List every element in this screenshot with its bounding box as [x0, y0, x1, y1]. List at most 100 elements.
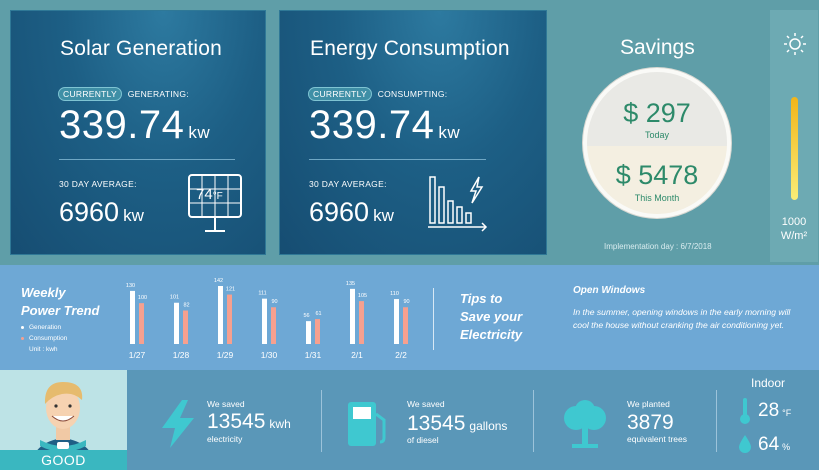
consumpting-label: CONSUMPTING:: [377, 89, 448, 99]
trend-date-label: 1/30: [261, 350, 278, 360]
trend-value-label: 101: [170, 295, 179, 301]
trend-bar-consumption: [315, 319, 320, 344]
legend-generation: Generation: [21, 324, 61, 331]
weekly-trend-title: Weekly Power Trend: [21, 285, 100, 318]
solar-current-value: 339.74: [59, 103, 185, 147]
indoor-humidity: 64: [758, 434, 780, 455]
divider: [59, 159, 235, 160]
impact-band: [0, 370, 819, 470]
trend-bar-consumption: [139, 303, 144, 344]
stat-diesel-sub: of diesel: [407, 435, 439, 445]
trend-date-label: 2/1: [351, 350, 363, 360]
thermometer-icon: [740, 398, 750, 424]
trend-date-label: 1/29: [217, 350, 234, 360]
trend-bar-generation: [394, 299, 399, 344]
solar-panel-icon: [188, 174, 242, 232]
divider: [716, 390, 717, 452]
stat-electricity-label: We saved: [207, 399, 245, 409]
fuel-pump-icon: [348, 402, 386, 446]
divider: [433, 288, 434, 350]
indoor-humidity-unit: %: [782, 442, 791, 452]
trend-bar-consumption: [271, 307, 276, 344]
trend-bar-generation: [130, 290, 135, 344]
trend-value-label: 111: [258, 291, 266, 297]
indoor-temperature: 28: [758, 400, 780, 421]
trend-value-label: 105: [358, 293, 367, 299]
stat-trees-value: 3879: [627, 411, 674, 434]
legend-consumption-dot: [21, 336, 24, 340]
trend-value-label: 142: [214, 278, 223, 284]
trend-bar-consumption: [183, 310, 188, 344]
stat-diesel-value: 13545: [407, 412, 466, 435]
stat-diesel-unit: gallons: [469, 419, 508, 433]
stat-trees-label: We planted: [627, 399, 670, 409]
trend-value-label: 90: [403, 299, 409, 305]
trend-value-label: 61: [315, 311, 321, 317]
consumption-avg-unit: kw: [373, 206, 394, 225]
solar-generation-panel: Solar Generation CURRENTLY GENERATING: 3…: [10, 10, 266, 255]
stat-electricity-sub: electricity: [207, 434, 243, 444]
divider: [533, 390, 534, 452]
solar-avg-unit: kw: [123, 206, 144, 225]
trend-bar-generation: [218, 286, 223, 344]
trend-bar-consumption: [227, 294, 232, 344]
legend-generation-dot: [21, 325, 24, 329]
currently-badge: CURRENTLY: [58, 87, 123, 101]
trend-value-label: 121: [226, 287, 235, 293]
savings-month-value: $ 5478: [615, 160, 699, 190]
panel-temperature-unit: °F: [212, 191, 223, 202]
lightning-icon: [162, 400, 194, 448]
trend-date-label: 1/28: [173, 350, 190, 360]
trend-bar-generation: [306, 321, 311, 344]
irradiance-unit: W/m²: [780, 230, 808, 242]
trend-bar-generation: [262, 298, 267, 344]
trend-value-label: 100: [138, 295, 147, 301]
stat-diesel-label: We saved: [407, 399, 445, 409]
tips-title: Tips to Save your Electricity: [460, 291, 523, 342]
consumption-current-unit: kw: [438, 123, 461, 142]
stat-trees-sub: equivalent trees: [627, 434, 688, 444]
consumption-avg-label: 30 DAY AVERAGE:: [309, 179, 387, 189]
divider: [321, 390, 322, 452]
trend-value-label: 135: [346, 281, 355, 287]
trend-bar-generation: [174, 302, 179, 344]
savings-month-label: This Month: [634, 193, 680, 203]
bar-chart-icon: [428, 176, 488, 232]
solar-avg-value: 6960: [59, 197, 120, 227]
savings-title: Savings: [620, 36, 695, 59]
consumption-avg-value: 6960: [309, 197, 370, 227]
trend-bar-consumption: [403, 307, 408, 344]
irradiance-value: 1000: [781, 216, 807, 228]
trend-value-label: 82: [183, 303, 189, 309]
savings-today-label: Today: [644, 130, 670, 140]
consumption-title: Energy Consumption: [310, 37, 510, 60]
legend-consumption: Consumption: [21, 335, 67, 342]
indoor-title: Indoor: [751, 376, 786, 390]
irradiance-level-bar: [791, 97, 798, 200]
trend-bar-consumption: [359, 301, 364, 344]
consumption-current-value: 339.74: [309, 103, 435, 147]
trend-date-label: 2/2: [395, 350, 407, 360]
sun-icon: [784, 33, 806, 55]
trend-bar-generation: [350, 288, 355, 344]
trend-value-label: 130: [126, 283, 135, 289]
trend-value-label: 90: [271, 299, 277, 305]
indoor-temperature-unit: °F: [782, 408, 792, 418]
tree-icon: [564, 400, 606, 448]
solar-title: Solar Generation: [60, 37, 222, 60]
trend-value-label: 110: [390, 291, 399, 297]
trend-date-label: 1/27: [129, 350, 146, 360]
status-badge: GOOD: [0, 450, 127, 470]
solar-current-unit: kw: [188, 123, 211, 142]
water-drop-icon: [739, 435, 751, 453]
tip-body: In the summer, opening windows in the ea…: [573, 307, 791, 330]
trend-date-label: 1/31: [305, 350, 322, 360]
currently-badge: CURRENTLY: [308, 87, 373, 101]
energy-consumption-panel: Energy Consumption CURRENTLY CONSUMPTING…: [279, 10, 547, 255]
solar-avg-label: 30 DAY AVERAGE:: [59, 179, 137, 189]
panel-temperature: 74: [196, 186, 213, 203]
savings-today-value: $ 297: [623, 98, 691, 128]
weekly-trend-band: [0, 265, 819, 370]
divider: [309, 159, 486, 160]
